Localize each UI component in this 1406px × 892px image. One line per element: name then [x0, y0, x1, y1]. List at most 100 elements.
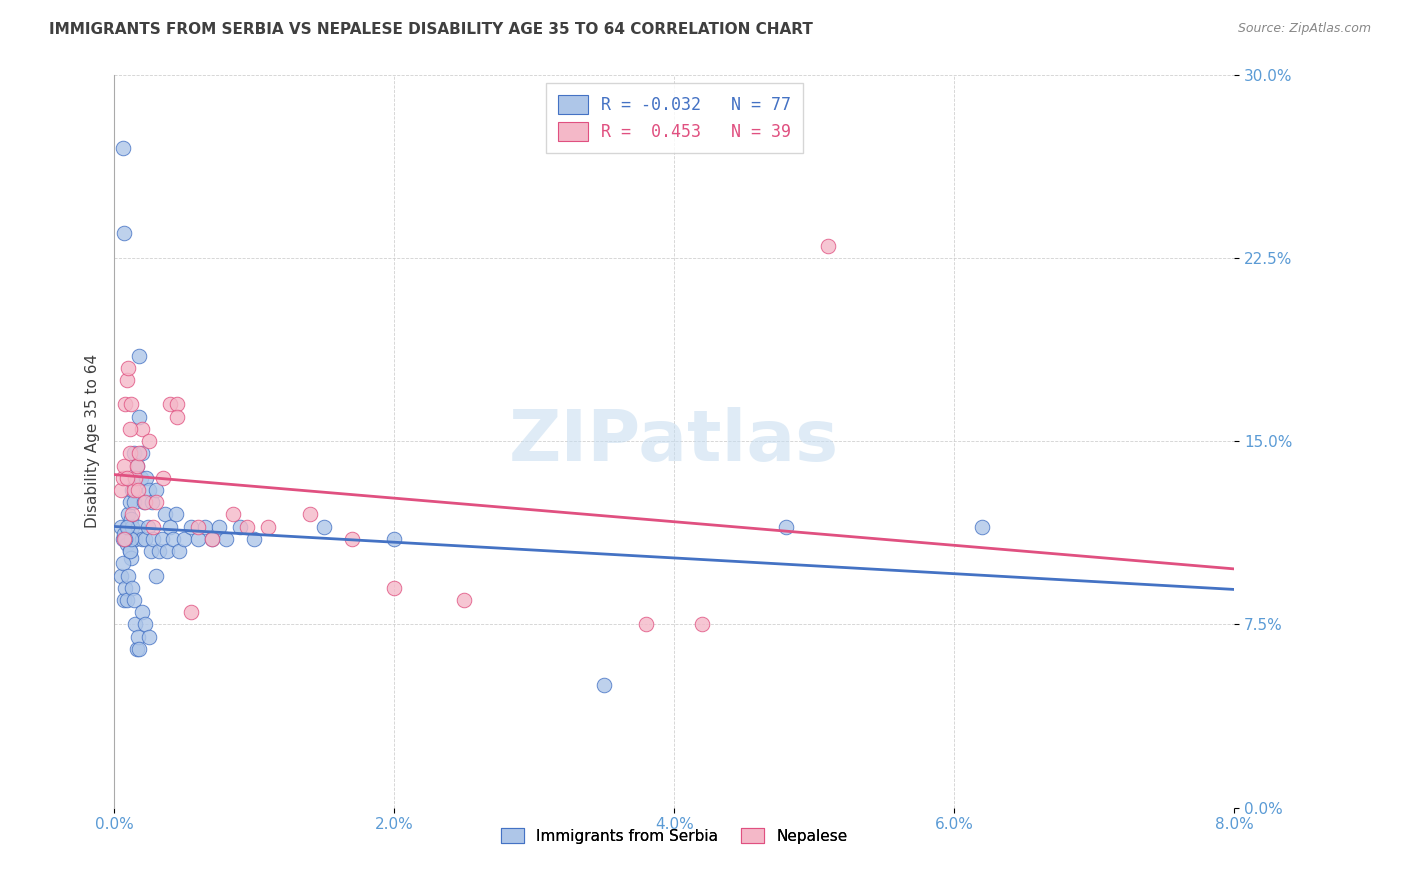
Legend: Immigrants from Serbia, Nepalese: Immigrants from Serbia, Nepalese [494, 820, 855, 851]
Point [114, 532, 136, 546]
Point [145, 483, 167, 497]
Point [111, 471, 134, 485]
Point [124, 532, 146, 546]
Point [236, 519, 259, 533]
Point [145, 495, 167, 509]
Point [117, 519, 139, 533]
Point [111, 532, 134, 546]
Point [115, 593, 138, 607]
Point [129, 471, 152, 485]
Point [138, 483, 160, 497]
Point [194, 519, 217, 533]
Point [138, 630, 160, 644]
Point [115, 519, 138, 533]
Point [166, 409, 188, 424]
Point [222, 508, 245, 522]
Point [127, 630, 149, 644]
Point [131, 532, 153, 546]
Text: ZIPatlas: ZIPatlas [509, 407, 839, 475]
Point [257, 519, 280, 533]
Point [124, 471, 146, 485]
Point [118, 544, 141, 558]
Point [121, 519, 143, 533]
Point [128, 446, 150, 460]
Point [173, 532, 195, 546]
Point [132, 495, 155, 509]
Text: Source: ZipAtlas.com: Source: ZipAtlas.com [1237, 22, 1371, 36]
Point [145, 568, 167, 582]
Point [156, 544, 179, 558]
Point [118, 446, 141, 460]
Point [120, 512, 142, 526]
Point [187, 519, 209, 533]
Point [118, 495, 141, 509]
Point [690, 617, 713, 632]
Point [128, 349, 150, 363]
Point [138, 434, 160, 449]
Point [150, 532, 173, 546]
Point [180, 605, 202, 619]
Point [124, 471, 146, 485]
Point [121, 581, 143, 595]
Point [136, 519, 159, 533]
Point [112, 527, 135, 541]
Point [775, 519, 797, 533]
Point [122, 593, 145, 607]
Point [128, 409, 150, 424]
Point [112, 458, 135, 473]
Point [117, 568, 139, 582]
Point [134, 617, 156, 632]
Point [114, 532, 136, 546]
Point [128, 641, 150, 656]
Point [593, 678, 616, 692]
Point [153, 508, 176, 522]
Point [110, 483, 132, 497]
Point [215, 532, 238, 546]
Point [131, 422, 153, 436]
Point [122, 446, 145, 460]
Point [112, 593, 135, 607]
Point [159, 519, 181, 533]
Point [121, 483, 143, 497]
Point [115, 537, 138, 551]
Point [111, 556, 134, 570]
Point [180, 519, 202, 533]
Point [972, 519, 994, 533]
Point [142, 519, 165, 533]
Point [118, 544, 141, 558]
Point [152, 471, 174, 485]
Point [636, 617, 658, 632]
Point [118, 422, 141, 436]
Point [382, 532, 405, 546]
Point [117, 360, 139, 375]
Point [382, 581, 405, 595]
Point [125, 641, 148, 656]
Point [127, 519, 149, 533]
Point [134, 495, 156, 509]
Point [453, 593, 475, 607]
Text: IMMIGRANTS FROM SERBIA VS NEPALESE DISABILITY AGE 35 TO 64 CORRELATION CHART: IMMIGRANTS FROM SERBIA VS NEPALESE DISAB… [49, 22, 813, 37]
Point [165, 508, 187, 522]
Point [166, 397, 188, 411]
Point [110, 519, 132, 533]
Point [187, 532, 209, 546]
Point [131, 605, 153, 619]
Point [114, 581, 136, 595]
Point [142, 532, 165, 546]
Point [120, 532, 142, 546]
Point [112, 532, 135, 546]
Point [201, 532, 224, 546]
Point [120, 397, 142, 411]
Point [117, 508, 139, 522]
Point [112, 227, 135, 241]
Point [120, 551, 142, 566]
Point [127, 483, 149, 497]
Point [122, 495, 145, 509]
Point [243, 532, 266, 546]
Point [125, 458, 148, 473]
Point [134, 532, 156, 546]
Point [139, 544, 162, 558]
Point [125, 458, 148, 473]
Point [299, 508, 322, 522]
Point [201, 532, 224, 546]
